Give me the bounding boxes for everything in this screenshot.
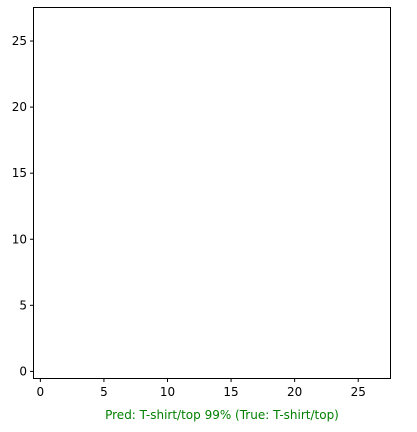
y-axis: 0 5 10 15 20 25 — [12, 34, 34, 378]
y-tick-label: 5 — [19, 298, 27, 312]
x-tick-label: 20 — [287, 385, 302, 399]
y-tick-label: 15 — [12, 166, 27, 180]
y-tick-label: 10 — [12, 232, 27, 246]
y-tick-label: 25 — [12, 34, 27, 48]
x-tick-label: 0 — [37, 385, 45, 399]
y-tick-label: 0 — [19, 364, 27, 378]
x-tick-label: 15 — [223, 385, 238, 399]
prediction-caption: Pred: T-shirt/top 99% (True: T-shirt/top… — [105, 408, 339, 422]
x-tick-label: 10 — [160, 385, 175, 399]
x-tick-label: 5 — [100, 385, 108, 399]
x-tick-label: 25 — [351, 385, 366, 399]
axes-frame — [33, 7, 391, 379]
x-axis: 0 5 10 15 20 25 — [37, 378, 366, 399]
y-tick-label: 20 — [12, 100, 27, 114]
